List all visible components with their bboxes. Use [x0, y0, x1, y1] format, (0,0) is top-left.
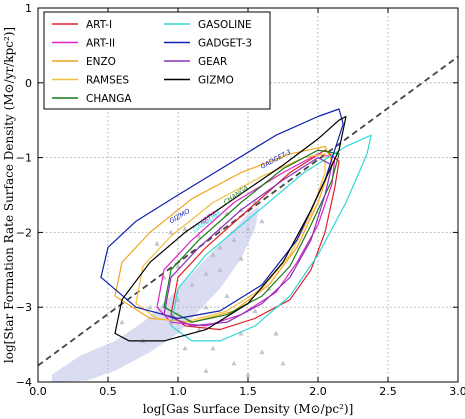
observation-point	[175, 297, 181, 302]
legend-label: ART-I	[86, 19, 112, 31]
observation-point	[280, 360, 286, 366]
observation-point	[210, 345, 216, 351]
observation-point	[273, 330, 279, 336]
legend-label: RAMSES	[86, 75, 129, 87]
observation-point	[203, 218, 209, 224]
observation-point	[119, 319, 125, 325]
contour-gear	[163, 157, 333, 327]
legend-label: ENZO	[86, 56, 116, 68]
contour-gadget-3	[100, 108, 344, 319]
legend-label: GADGET-3	[198, 38, 252, 50]
contour-changa	[163, 149, 340, 323]
observation-point	[175, 263, 181, 269]
legend: ART-I ART-II ENZO RAMSES CHANGA GASOLINE GADGE…	[43, 11, 271, 110]
y-tick-label: −1	[16, 152, 32, 165]
observation-point	[231, 360, 237, 366]
observation-point	[217, 267, 223, 272]
observation-point	[168, 229, 174, 235]
y-tick-label: −3	[16, 301, 32, 314]
observation-point	[210, 252, 216, 257]
y-tick-label: 0	[25, 77, 32, 90]
x-axis-label: log[Gas Surface Density (M⊙/pc²)]	[143, 402, 354, 416]
contour-ramses	[135, 153, 326, 323]
x-tick-label: 0.5	[99, 385, 117, 398]
observation-point	[147, 304, 153, 310]
y-axis-label: log[Star Formation Rate Surface Density …	[2, 27, 16, 363]
reference-line	[37, 55, 459, 367]
x-tick-label: 3.0	[449, 385, 465, 398]
x-tick-label: 2.0	[309, 385, 327, 398]
observation-point	[245, 371, 251, 377]
x-tick-label: 2.5	[379, 385, 397, 398]
observation-point	[259, 218, 265, 224]
observation-point	[182, 226, 188, 231]
contour-art-i	[170, 149, 340, 331]
y-tick-label: −2	[16, 226, 32, 239]
x-tick-label: 1.5	[239, 385, 257, 398]
legend-label: GIZMO	[198, 75, 234, 87]
y-tick-label: −4	[16, 376, 32, 389]
contour-gasoline	[170, 134, 372, 342]
legend-label: ART-II	[86, 38, 115, 50]
observation-point	[217, 244, 223, 250]
observation-point	[252, 308, 258, 314]
observation-point	[238, 330, 244, 336]
observation-point	[203, 304, 209, 310]
observation-point	[196, 233, 202, 239]
x-tick-label: 1.0	[169, 385, 187, 398]
contour-gizmo	[114, 115, 347, 342]
observation-region	[52, 206, 260, 382]
observation-point	[189, 282, 195, 287]
legend-label: CHANGA	[86, 93, 132, 105]
observation-point	[203, 270, 209, 276]
contours	[100, 108, 372, 342]
observation-point	[203, 368, 209, 373]
y-tick-label: 1	[25, 2, 32, 15]
observation-point	[224, 293, 230, 299]
x-tick-label: 0.0	[29, 385, 47, 398]
observation-point	[154, 241, 160, 246]
observation-point	[182, 345, 188, 351]
observation-point	[238, 255, 244, 261]
legend-label: GASOLINE	[198, 19, 252, 31]
contour-enzo	[114, 145, 333, 323]
legend-label: GEAR	[198, 56, 227, 68]
legend-box	[43, 11, 271, 110]
axis-ticks: 0.0 0.5 1.0 1.5 2.0 2.5 3.0 −4 −3 −2 −1 0 1	[16, 2, 465, 398]
observation-point	[231, 237, 237, 242]
observation-point	[259, 349, 265, 355]
reference-line	[37, 55, 459, 367]
observation-point	[245, 226, 251, 231]
